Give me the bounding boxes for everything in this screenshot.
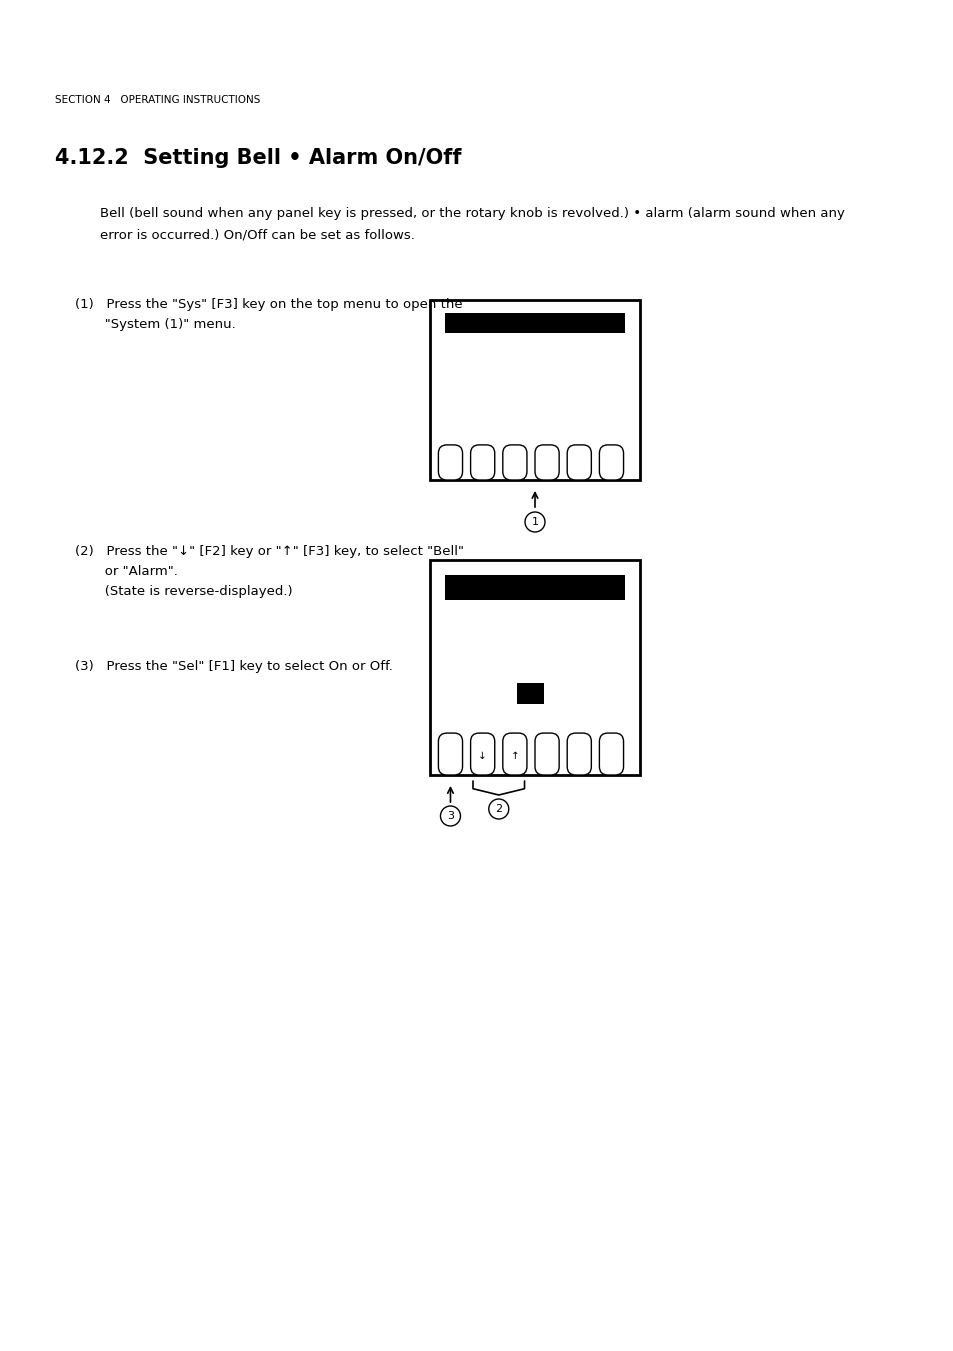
FancyBboxPatch shape (598, 734, 623, 775)
FancyBboxPatch shape (567, 734, 591, 775)
FancyBboxPatch shape (502, 734, 526, 775)
FancyBboxPatch shape (502, 444, 526, 480)
Circle shape (488, 798, 508, 819)
Text: 3: 3 (447, 811, 454, 821)
FancyBboxPatch shape (470, 734, 495, 775)
FancyBboxPatch shape (438, 734, 462, 775)
Text: ↑: ↑ (510, 751, 518, 761)
Text: (2)   Press the "↓" [F2] key or "↑" [F3] key, to select "Bell": (2) Press the "↓" [F2] key or "↑" [F3] k… (75, 544, 463, 558)
Bar (444, 312, 624, 334)
Text: or "Alarm".: or "Alarm". (75, 565, 177, 578)
Text: ↓: ↓ (477, 751, 487, 761)
Text: "System (1)" menu.: "System (1)" menu. (75, 317, 235, 331)
FancyBboxPatch shape (535, 444, 558, 480)
FancyBboxPatch shape (470, 444, 495, 480)
Circle shape (440, 807, 460, 825)
Text: 1: 1 (531, 517, 537, 527)
Text: 2: 2 (495, 804, 502, 815)
Text: (3)   Press the "Sel" [F1] key to select On or Off.: (3) Press the "Sel" [F1] key to select O… (75, 661, 393, 673)
Text: (1)   Press the "Sys" [F3] key on the top menu to open the: (1) Press the "Sys" [F3] key on the top … (75, 299, 462, 311)
Bar (430, 300, 639, 480)
FancyBboxPatch shape (598, 444, 623, 480)
Text: error is occurred.) On/Off can be set as follows.: error is occurred.) On/Off can be set as… (100, 228, 415, 240)
FancyBboxPatch shape (438, 444, 462, 480)
Text: 4.12.2  Setting Bell • Alarm On/Off: 4.12.2 Setting Bell • Alarm On/Off (55, 149, 461, 168)
Bar (430, 561, 639, 775)
Bar (517, 682, 544, 704)
Circle shape (524, 512, 544, 532)
FancyBboxPatch shape (535, 734, 558, 775)
Text: SECTION 4   OPERATING INSTRUCTIONS: SECTION 4 OPERATING INSTRUCTIONS (55, 95, 260, 105)
FancyBboxPatch shape (567, 444, 591, 480)
Text: (State is reverse-displayed.): (State is reverse-displayed.) (75, 585, 293, 598)
Text: Bell (bell sound when any panel key is pressed, or the rotary knob is revolved.): Bell (bell sound when any panel key is p… (100, 207, 844, 220)
Bar (444, 576, 624, 600)
